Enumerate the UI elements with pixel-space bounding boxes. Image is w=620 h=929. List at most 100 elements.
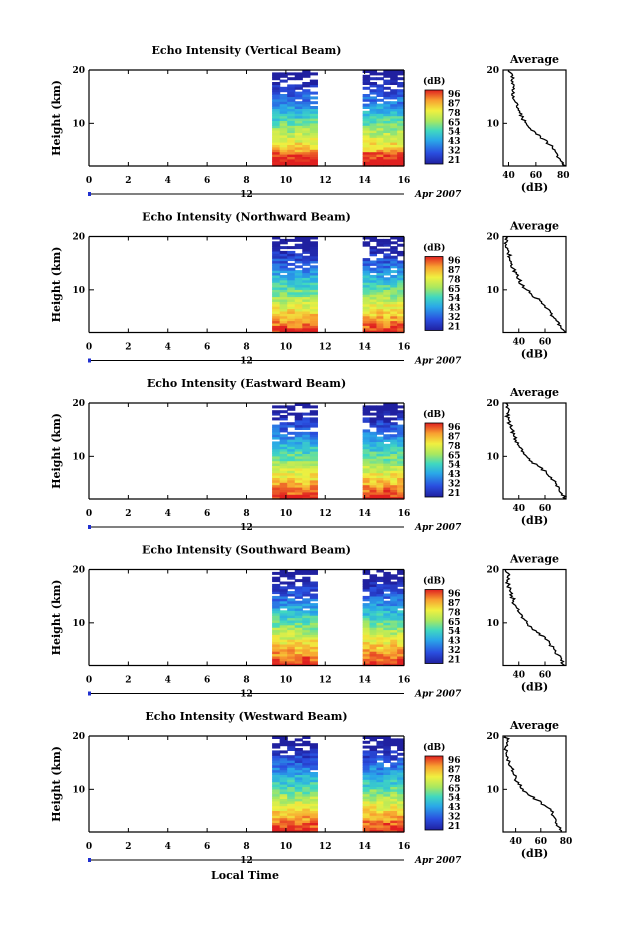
heatmap-cell [294,477,303,481]
heatmap-cell [383,458,391,462]
heatmap-cell [376,595,384,599]
heatmap-cell [302,236,311,240]
heatmap-cell [302,810,311,814]
heatmap-cell [302,663,311,667]
heatmap-cell [369,496,378,500]
heatmap-cell [279,161,288,165]
heatmap-cell [376,494,384,498]
heatmap-cell [287,448,296,452]
heatmap-cell [294,612,303,616]
heatmap-cell [302,282,311,286]
x-tick-label: 2 [125,509,131,519]
heatmap-cell [383,149,391,153]
heatmap-cell [383,255,391,259]
heatmap-cell [397,774,405,778]
heatmap-cell [369,631,378,635]
heatmap-cell [369,484,378,488]
heatmap-cell [279,655,288,659]
heatmap-cell [369,824,378,828]
heatmap-cell [287,460,296,464]
heatmap-cell [390,472,398,476]
heatmap-cell [272,330,281,334]
heatmap-cell [272,137,281,141]
colorbar-label: 54 [448,294,461,304]
heatmap-cell [272,755,281,759]
heatmap-cell [302,274,311,278]
heatmap-cell [390,482,398,486]
heatmap-cell [390,455,398,459]
heatmap-cell [397,427,405,430]
heatmap-cell [376,598,384,602]
colorbar-label: 54 [448,461,461,471]
heatmap-cell [272,598,281,602]
heatmap-cell [309,824,318,828]
heatmap-cell [287,156,296,160]
x-tick-label: 2 [125,676,131,686]
heatmap-cell [309,465,318,469]
date-label: Apr 2007 [414,523,462,533]
heatmap-cell [397,149,405,153]
heatmap-cell [369,91,378,95]
heatmap-cell [390,250,398,254]
heatmap-cell [287,627,296,631]
heatmap-cell [383,581,391,585]
heatmap-cell [294,658,303,662]
heatmap-cell [390,313,398,317]
y-tick-label: 10 [72,619,85,629]
heatmap-cell [309,467,318,471]
heatmap-cell [272,496,281,500]
heatmap-cell [383,139,391,143]
heatmap-cell [390,786,398,790]
heatmap-cell [390,631,398,635]
heatmap-cell [309,270,318,274]
heatmap-cell [390,453,398,457]
heatmap-cell [279,615,288,619]
heatmap-cell [390,241,398,245]
heatmap-cell [376,757,384,761]
heatmap-cell [369,144,378,148]
heatmap-cell [390,805,398,809]
heatmap-cell [383,750,391,754]
heatmap-cell [287,238,296,242]
x-tick-label: 6 [204,842,210,852]
heatmap-cell [287,634,296,638]
heatmap-cell [279,612,288,616]
heatmap-cell [279,475,288,478]
heatmap-cell [287,154,296,157]
heatmap-cell [397,798,405,802]
heatmap-cell [309,624,318,628]
heatmap-cell [279,740,288,744]
y-tick-label: 10 [72,785,85,795]
heatmap-cell [390,282,398,286]
heatmap-cell [369,653,378,657]
heatmap-cell [390,810,398,814]
heatmap-cell [376,600,384,604]
heatmap-cell [383,583,391,587]
heatmap-cell [279,303,288,307]
avg-x-tick-label: 40 [512,671,525,681]
heatmap-cell [376,805,384,809]
heatmap-cell [397,812,405,816]
heatmap-cell [279,453,288,457]
heatmap-cell [383,113,391,117]
heatmap-cell [376,279,384,283]
heatmap-cell [279,458,288,462]
heatmap-cell [279,639,288,643]
heatmap-cell [302,441,311,445]
avg-y-tick-label: 20 [486,66,499,76]
heatmap-cell [397,489,405,493]
colorbar-unit: (dB) [423,576,445,587]
heatmap-cell [294,424,303,428]
heatmap-cell [309,250,318,254]
heatmap-cell [302,422,311,426]
heatmap-cell [369,624,378,628]
heatmap-cell [369,443,378,447]
heatmap-cell [362,236,371,240]
heatmap-cell [302,161,311,165]
heatmap-cell [302,298,311,302]
heatmap-cell [287,636,296,640]
heatmap-cell [397,776,405,780]
heatmap-cell [362,762,371,766]
avg-y-tick-label: 20 [486,566,499,576]
heatmap-cell [309,762,318,766]
